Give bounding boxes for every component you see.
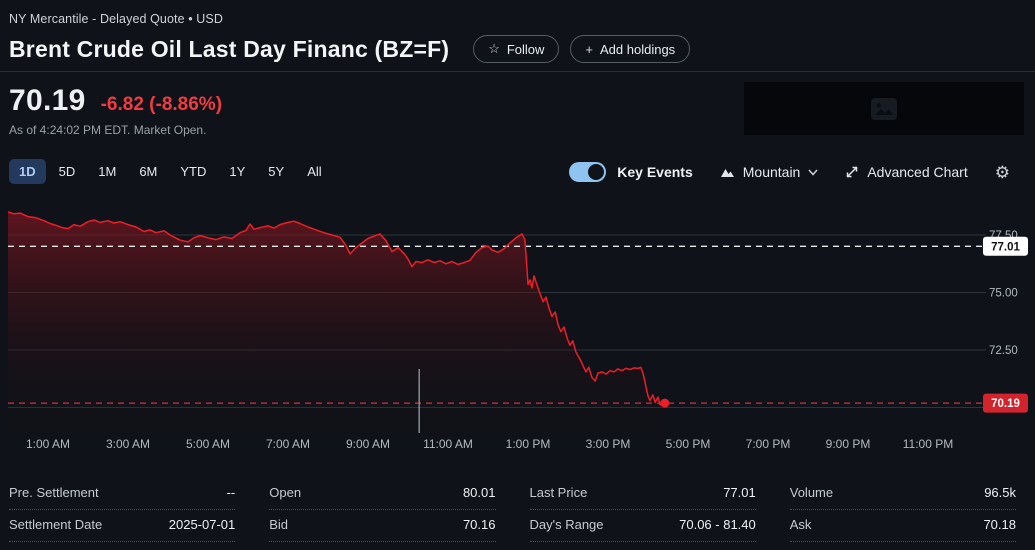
stat-bid: Bid 70.16: [269, 510, 496, 542]
x-axis-label: 11:00 AM: [423, 437, 473, 451]
last-price: 70.19: [9, 84, 86, 117]
x-axis-label: 11:00 PM: [903, 437, 953, 451]
stat-value: 70.06 - 81.40: [679, 517, 756, 532]
x-axis-label: 1:00 PM: [506, 437, 551, 451]
price-change: -6.82 (-8.86%): [100, 94, 223, 115]
advanced-chart-label: Advanced Chart: [867, 164, 968, 180]
stat-ask: Ask 70.18: [789, 510, 1016, 542]
last-trade-dot: [660, 398, 670, 408]
range-tab-5y[interactable]: 5Y: [268, 164, 285, 179]
stat-label: Bid: [269, 517, 289, 532]
chart-type-label: Mountain: [742, 164, 801, 180]
y-axis-label: 72.50: [989, 345, 1018, 357]
x-axis-label: 9:00 AM: [346, 437, 390, 451]
stat-label: Pre. Settlement: [9, 485, 99, 500]
range-tab-1y[interactable]: 1Y: [229, 164, 246, 179]
quote-stats-table: Pre. Settlement -- Open 80.01 Last Price 77.0…: [9, 478, 1016, 542]
stat-value: 70.16: [462, 517, 496, 532]
chart-toolbar: Key Events Mountain Advanced Chart ⚙: [569, 158, 1010, 186]
stat-last-price: Last Price 77.01: [529, 478, 756, 510]
range-tab-6m[interactable]: 6M: [139, 164, 158, 179]
stat-label: Settlement Date: [9, 517, 103, 532]
range-tab-1d[interactable]: 1D: [9, 159, 46, 184]
last-price-badge: 70.19: [983, 393, 1028, 413]
price-line: [7, 211, 666, 406]
stat-label: Last Price: [529, 485, 588, 500]
stat-day-s-range: Day's Range 70.06 - 81.40: [529, 510, 756, 542]
as-of-timestamp: As of 4:24:02 PM EDT. Market Open.: [9, 123, 207, 137]
stat-open: Open 80.01: [269, 478, 496, 510]
exchange-info: NY Mercantile - Delayed Quote • USD: [9, 12, 223, 26]
stat-value: --: [226, 485, 236, 500]
stat-label: Volume: [789, 485, 834, 500]
key-events-label: Key Events: [617, 164, 693, 180]
range-tab-all[interactable]: All: [307, 164, 322, 179]
x-axis-label: 5:00 AM: [186, 437, 230, 451]
y-axis-label: 75.00: [989, 288, 1018, 300]
x-axis-label: 3:00 PM: [586, 437, 631, 451]
stat-label: Open: [269, 485, 302, 500]
svg-text:77.01: 77.01: [991, 241, 1020, 253]
chart-area: 77.50 75.00 72.50 77.01 70.19 1:00 AM 3:00 AM 5…: [0, 205, 1035, 460]
x-axis-label: 7:00 PM: [746, 437, 791, 451]
stat-value: 96.5k: [984, 485, 1016, 500]
chart-type-dropdown[interactable]: Mountain: [720, 164, 819, 180]
stat-pre-settlement: Pre. Settlement --: [9, 478, 236, 510]
stat-value: 70.18: [983, 517, 1016, 532]
stat-volume: Volume 96.5k: [789, 478, 1016, 510]
stat-label: Ask: [789, 517, 812, 532]
x-axis-label: 1:00 AM: [26, 437, 70, 451]
toggle-knob-icon: [588, 164, 605, 180]
star-icon: ☆: [488, 41, 500, 56]
ad-placeholder: [744, 82, 1024, 135]
chevron-down-icon: [808, 169, 818, 176]
add-holdings-button-label: Add holdings: [600, 41, 676, 57]
mountain-icon: [720, 169, 734, 177]
stat-settlement-date: Settlement Date 2025-07-01: [9, 510, 236, 542]
key-events-control: Key Events: [569, 162, 693, 182]
add-holdings-button[interactable]: + Add holdings: [570, 35, 691, 63]
x-axis-label: 5:00 PM: [666, 437, 711, 451]
expand-diagonal-icon: [847, 166, 858, 178]
title-actions: ☆ Follow + Add holdings: [473, 35, 691, 63]
x-axis-label: 9:00 PM: [826, 437, 871, 451]
stat-value: 80.01: [462, 485, 496, 500]
prev-close-badge: 77.01: [983, 236, 1028, 256]
plus-icon: +: [585, 41, 594, 57]
quote-row: 70.19 -6.82 (-8.86%): [9, 84, 222, 118]
stat-label: Day's Range: [529, 517, 604, 532]
svg-text:70.19: 70.19: [991, 398, 1020, 410]
key-events-toggle[interactable]: [569, 162, 607, 182]
advanced-chart-button[interactable]: Advanced Chart: [845, 164, 968, 180]
range-tab-5d[interactable]: 5D: [58, 164, 76, 179]
range-tab-1m[interactable]: 1M: [98, 164, 117, 179]
area-fill: [8, 212, 665, 435]
time-range-tabs: 1D 5D 1M 6M YTD 1Y 5Y All: [9, 159, 332, 184]
x-axis-label: 3:00 AM: [106, 437, 150, 451]
page-title: Brent Crude Oil Last Day Financ (BZ=F): [9, 35, 450, 62]
stat-value: 77.01: [723, 485, 756, 500]
follow-button[interactable]: ☆ Follow: [473, 35, 560, 63]
broken-image-icon: [871, 97, 897, 120]
title-row: Brent Crude Oil Last Day Financ (BZ=F) ☆…: [9, 35, 691, 63]
stat-value: 2025-07-01: [168, 517, 236, 532]
follow-button-label: Follow: [506, 41, 545, 57]
header-divider: [0, 71, 1035, 72]
x-axis-label: 7:00 AM: [266, 437, 310, 451]
range-tab-ytd[interactable]: YTD: [180, 164, 207, 179]
gear-icon[interactable]: ⚙: [994, 162, 1010, 182]
